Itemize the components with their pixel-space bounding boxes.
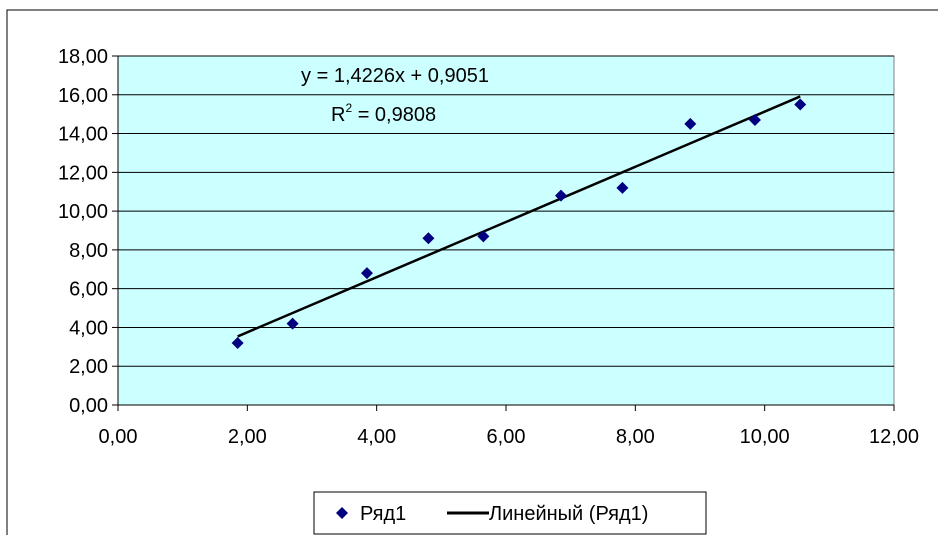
y-tick-label: 2,00 bbox=[69, 356, 108, 378]
data-point-diamond bbox=[554, 189, 567, 202]
trendline-group bbox=[237, 95, 801, 338]
legend-series-label: Ряд1 bbox=[360, 503, 406, 525]
y-tick-label: 8,00 bbox=[69, 240, 108, 262]
data-point-diamond bbox=[684, 117, 697, 130]
r-squared-value: = 0,9808 bbox=[352, 104, 436, 126]
x-tick-labels: 0,00 2,00 4,00 6,00 8,00 10,00 12,00 bbox=[99, 426, 920, 448]
legend: Ряд1 Линейный (Ряд1) bbox=[313, 491, 707, 535]
plot-area bbox=[117, 55, 895, 406]
trendline-equation: y = 1,4226x + 0,9051 bbox=[301, 65, 489, 87]
data-point-diamond bbox=[422, 232, 435, 245]
data-points bbox=[231, 98, 807, 349]
y-tick-label: 0,00 bbox=[69, 395, 108, 417]
data-point-diamond bbox=[477, 230, 490, 243]
trendline bbox=[237, 95, 801, 338]
legend-box bbox=[313, 491, 707, 535]
x-tick-label: 6,00 bbox=[487, 426, 526, 448]
y-tick-label: 10,00 bbox=[58, 201, 108, 223]
y-tick-label: 6,00 bbox=[69, 279, 108, 301]
axes bbox=[117, 56, 894, 406]
x-tick-label: 12,00 bbox=[869, 426, 919, 448]
x-tick-label: 8,00 bbox=[616, 426, 655, 448]
data-point-diamond bbox=[616, 181, 629, 194]
x-tick-label: 0,00 bbox=[99, 426, 138, 448]
data-point-diamond bbox=[748, 113, 761, 126]
r-squared-sup: 2 bbox=[345, 101, 352, 115]
gridlines bbox=[112, 55, 895, 411]
y-tick-label: 14,00 bbox=[58, 124, 108, 146]
r-squared-r: R bbox=[331, 104, 345, 126]
data-point-diamond bbox=[286, 317, 299, 330]
data-point-diamond bbox=[360, 267, 373, 280]
y-tick-label: 4,00 bbox=[69, 317, 108, 339]
data-point-diamond bbox=[231, 336, 244, 349]
legend-trendline-label: Линейный (Ряд1) bbox=[489, 503, 648, 525]
y-tick-label: 16,00 bbox=[58, 85, 108, 107]
legend-marker-diamond-icon bbox=[336, 507, 348, 519]
r-squared-label: R2 = 0,9808 bbox=[331, 101, 436, 126]
x-tick-label: 4,00 bbox=[357, 426, 396, 448]
y-tick-label: 12,00 bbox=[58, 162, 108, 184]
y-tick-label: 18,00 bbox=[58, 46, 108, 68]
y-tick-labels: 0,00 2,00 4,00 6,00 8,00 10,00 12,00 14,00 16,00… bbox=[58, 46, 108, 417]
data-point-diamond bbox=[794, 98, 807, 111]
x-tick-label: 2,00 bbox=[228, 426, 267, 448]
x-tick-label: 10,00 bbox=[740, 426, 790, 448]
